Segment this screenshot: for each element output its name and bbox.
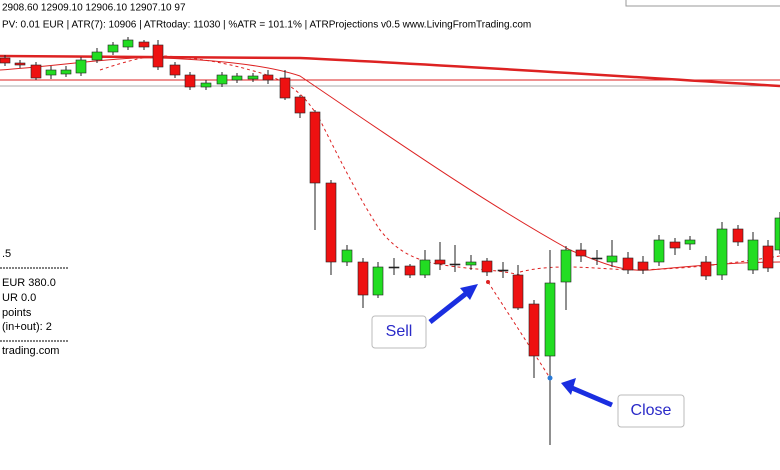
indicator-info: PV: 0.01 EUR | ATR(7): 10906 | ATRtoday:… xyxy=(2,20,531,31)
candle-body xyxy=(419,259,431,276)
candle-body xyxy=(732,228,744,243)
close-label: Close xyxy=(631,402,672,419)
candle-body xyxy=(747,239,759,271)
candle-body xyxy=(122,39,134,48)
candle-body xyxy=(716,228,728,276)
candle-body xyxy=(637,261,649,271)
candle-body xyxy=(762,245,774,269)
panel-line: (in+out): 2 xyxy=(2,321,52,333)
candle-body xyxy=(294,96,306,114)
candle-body xyxy=(0,57,11,64)
price-info: 2908.60 12909.10 12906.10 12907.10 97 xyxy=(2,3,186,14)
candle-body xyxy=(481,260,493,273)
mid-ma xyxy=(0,57,780,271)
candle-body xyxy=(169,64,181,76)
corner-box xyxy=(625,0,780,7)
candle-body xyxy=(45,69,57,76)
trade-line xyxy=(487,281,551,379)
candle-body xyxy=(184,74,196,88)
candle-body xyxy=(216,74,228,85)
candle-body xyxy=(138,41,150,48)
panel-line: trading.com xyxy=(2,345,59,357)
candle-body xyxy=(107,44,119,53)
panel-line: EUR 380.0 xyxy=(2,277,56,289)
candle-body xyxy=(341,249,353,263)
candle-body xyxy=(575,249,587,257)
slow-ma xyxy=(0,54,780,88)
candle-body xyxy=(14,62,26,66)
candle-body xyxy=(357,261,369,296)
sell-label: Sell xyxy=(386,323,413,340)
candle-body xyxy=(591,257,603,260)
sell-arrowhead xyxy=(460,284,478,300)
candle-body xyxy=(544,282,556,357)
candle-body xyxy=(325,182,337,263)
candle-body xyxy=(30,64,42,79)
candle-body xyxy=(372,266,384,296)
close-arrowhead xyxy=(561,378,576,395)
candle-body xyxy=(231,75,243,81)
candle-body xyxy=(669,241,681,249)
candle-body xyxy=(606,255,618,263)
candle-body xyxy=(774,217,780,251)
sell-callout xyxy=(371,315,427,349)
close-callout xyxy=(617,394,685,428)
sell-point xyxy=(486,280,490,284)
panel-line: points xyxy=(2,307,32,319)
candle-body xyxy=(449,263,461,266)
candle-body xyxy=(653,239,665,263)
candle-body xyxy=(91,51,103,61)
sell-arrow xyxy=(428,290,470,324)
candle-body xyxy=(262,74,274,81)
candle-body xyxy=(388,266,400,269)
candle-body xyxy=(152,44,164,68)
candle-body xyxy=(404,265,416,276)
panel-line: .5 xyxy=(2,248,11,260)
candle-body xyxy=(309,111,321,184)
candle-body xyxy=(700,261,712,277)
candle-body xyxy=(434,259,446,265)
candles xyxy=(0,37,780,445)
candle-body xyxy=(200,82,212,88)
candle-body xyxy=(60,69,72,75)
close-arrow xyxy=(571,385,613,408)
candle-body xyxy=(497,269,509,272)
candle-body xyxy=(512,274,524,309)
panel-line: UR 0.0 xyxy=(2,292,36,304)
candle-body xyxy=(528,303,540,357)
candle-body xyxy=(622,257,634,271)
candle-body xyxy=(279,77,291,99)
close-point xyxy=(547,375,553,381)
candle-body xyxy=(684,239,696,245)
candle-body xyxy=(560,249,572,283)
candle-body xyxy=(465,261,477,266)
candle-body xyxy=(247,75,259,80)
candle-body xyxy=(75,59,87,74)
